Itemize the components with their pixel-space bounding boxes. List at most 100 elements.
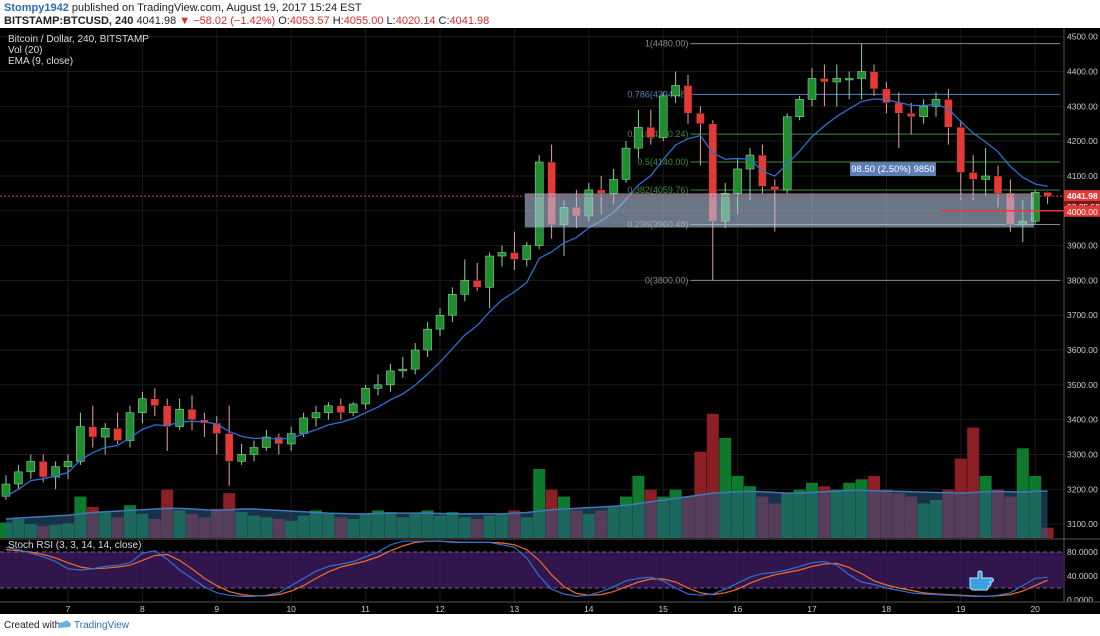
close-label: C: <box>438 15 450 27</box>
rsi-tick-label: 80.0000 <box>1067 547 1098 557</box>
candle-body <box>138 398 147 413</box>
rsi-tick-label: 40.0000 <box>1067 571 1098 581</box>
candle-body <box>596 189 606 194</box>
candle-body <box>262 436 271 448</box>
stoch-d-line <box>5 540 1048 598</box>
candle-body <box>1043 192 1052 197</box>
candle-body <box>820 78 829 83</box>
candle-body <box>795 99 804 118</box>
price-tick-label: 4500.00 <box>1067 32 1098 42</box>
time-axis[interactable]: 7 8 9 10 11 12 13 14 15 16 17 18 19 20 <box>0 601 1100 614</box>
candle-body <box>621 147 631 180</box>
candle-body <box>832 78 842 83</box>
fib-level-label: 0.5(4140.00) <box>637 157 688 167</box>
time-tick-label: 17 <box>807 604 817 614</box>
candle-body <box>100 428 110 438</box>
price-tick-label: 4400.00 <box>1067 67 1098 77</box>
price-chart[interactable]: 1(4480.00) 0.786(4334.48) 0.618(4220.24) 0.… <box>0 28 1100 614</box>
candle-body <box>745 154 755 170</box>
chart-legend: Bitcoin / Dollar, 240, BITSTAMP Vol (20)… <box>8 34 149 551</box>
candle-body <box>63 461 73 467</box>
candle-body <box>423 328 432 351</box>
chart-overlays: 98.50 (2.50%) 9850 <box>0 161 1064 228</box>
candle-body <box>410 349 420 370</box>
fib-level-label: 0(3800.00) <box>645 275 689 285</box>
level-tag-bg <box>1064 205 1100 217</box>
stoch-rsi-pane: 0.0000 40.0000 80.0000 <box>0 538 1100 605</box>
high-label: H: <box>332 15 344 27</box>
legend-stoch-rsi: Stoch RSI (3, 3, 14, 14, close) <box>8 540 141 551</box>
rsi-tick-label: 0.0000 <box>1067 595 1093 605</box>
time-tick-label: 10 <box>286 604 296 614</box>
candle-body <box>857 71 866 79</box>
price-tick-label: 3900.00 <box>1067 241 1098 251</box>
last-price-tag: 4041.98 <box>1067 191 1098 201</box>
time-tick-label: 7 <box>66 604 71 614</box>
pointing-hand-shape <box>969 570 994 591</box>
candle-body <box>609 179 618 194</box>
candle-body <box>38 461 48 478</box>
price-tick-label: 4100.00 <box>1067 171 1098 181</box>
candle-body <box>460 280 470 295</box>
time-tick-label: 20 <box>1030 604 1040 614</box>
time-tick-label: 9 <box>214 604 219 614</box>
measure-label-bg <box>850 161 936 176</box>
candle-body <box>696 113 705 124</box>
candle-body <box>299 417 308 434</box>
open-value: 4053.57 <box>289 15 330 27</box>
fib-level-label: 0.382(4059.76) <box>627 185 688 195</box>
ema-line-path <box>5 98 1048 497</box>
stoch-k-line <box>5 540 1048 598</box>
level-tag: 4000.00 <box>1067 207 1098 217</box>
candle-body <box>162 405 172 427</box>
candle-body <box>187 408 197 420</box>
candle-body <box>361 388 370 405</box>
time-tick-label: 15 <box>658 604 668 614</box>
price-axis-bg <box>1064 28 1100 614</box>
candle-body <box>311 412 321 419</box>
candle-body <box>485 255 494 288</box>
author-link[interactable]: Stompy1942 <box>4 2 69 14</box>
candle-body <box>733 168 742 194</box>
price-tick-label: 4300.00 <box>1067 101 1098 111</box>
price-tick-label: 4200.00 <box>1067 136 1098 146</box>
candle-body <box>931 99 941 107</box>
candle-body <box>224 433 234 462</box>
candle-body <box>336 405 346 413</box>
candle-body <box>634 126 643 149</box>
symbol-label: BITSTAMP:BTCUSD, 240 <box>4 15 134 27</box>
candle-body <box>782 116 792 191</box>
candle-body <box>658 95 668 138</box>
candle-body <box>150 398 160 406</box>
time-tick-label: 14 <box>584 604 594 614</box>
candle-body <box>76 426 85 462</box>
time-tick-label: 11 <box>361 604 370 614</box>
candle-body <box>324 405 333 413</box>
down-arrow-icon: ▼ <box>179 15 191 27</box>
candle-body <box>398 368 408 372</box>
created-with-text: Created with <box>4 620 61 631</box>
candle-body <box>448 294 457 316</box>
candle-body <box>472 280 482 288</box>
candle-body <box>919 106 928 118</box>
change-value: −58.02 (−1.42%) <box>193 15 276 27</box>
symbol-line: BITSTAMP:BTCUSD, 240 4041.98 ▼ −58.02 (−… <box>4 15 489 27</box>
candle-body <box>522 245 532 260</box>
tradingview-link[interactable]: TradingView <box>74 620 130 631</box>
candle-body <box>237 454 246 462</box>
volume-ma-line <box>5 489 1048 520</box>
fib-level-label: 0.618(4220.24) <box>627 129 688 139</box>
legend-ema: EMA (9, close) <box>8 56 73 67</box>
time-axis-bg <box>0 602 1100 614</box>
published-text: published on TradingView.com, August 19,… <box>68 2 362 14</box>
tradingview-logo-icon <box>58 620 71 628</box>
measure-label: 98.50 (2.50%) 9850 <box>851 164 934 175</box>
candle-body <box>882 88 891 104</box>
price-axis[interactable]: 3100.00 3200.00 3300.00 3400.00 3500.00 3600.… <box>1063 28 1100 614</box>
candle-body <box>807 78 817 100</box>
ema-line <box>5 98 1048 497</box>
candle-body <box>26 461 36 473</box>
candle-body <box>175 408 184 427</box>
price-tick-label: 3200.00 <box>1067 484 1098 494</box>
candle-body <box>435 314 445 330</box>
